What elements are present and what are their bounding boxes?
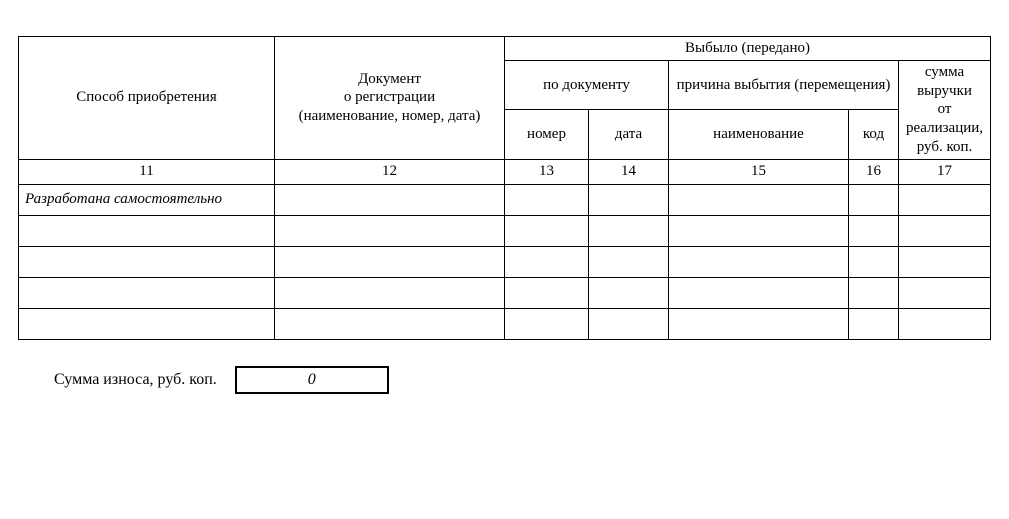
- cell: [899, 184, 991, 215]
- cell: [589, 246, 669, 277]
- header-by-document: по документу: [505, 60, 669, 109]
- depreciation-row: Сумма износа, руб. коп. 0: [18, 366, 991, 394]
- header-proceeds-line2: от реализации,: [906, 101, 983, 136]
- cell: [505, 308, 589, 339]
- cell: [589, 308, 669, 339]
- cell: [275, 246, 505, 277]
- header-proceeds-line3: руб. коп.: [917, 139, 973, 155]
- cell: [275, 184, 505, 215]
- table-row: [19, 215, 991, 246]
- cell: [275, 277, 505, 308]
- colnum-17: 17: [899, 159, 991, 184]
- header-acquisition-method: Способ приобретения: [19, 37, 275, 160]
- header-doc-line3: (наименование, номер, дата): [299, 108, 481, 124]
- cell: [849, 308, 899, 339]
- colnum-12: 12: [275, 159, 505, 184]
- colnum-15: 15: [669, 159, 849, 184]
- cell-acquisition: Разработана самостоятельно: [19, 184, 275, 215]
- cell: [849, 184, 899, 215]
- table-row: Разработана самостоятельно: [19, 184, 991, 215]
- cell: [275, 215, 505, 246]
- header-name: наименование: [669, 110, 849, 159]
- cell: [849, 215, 899, 246]
- colnum-13: 13: [505, 159, 589, 184]
- table-row: [19, 246, 991, 277]
- cell: [669, 246, 849, 277]
- header-reason: причина выбытия (перемещения): [669, 60, 899, 109]
- cell: [19, 246, 275, 277]
- cell: [669, 277, 849, 308]
- cell: [275, 308, 505, 339]
- colnum-16: 16: [849, 159, 899, 184]
- cell: [899, 215, 991, 246]
- document-sheet: Способ приобретения Документ о регистрац…: [0, 0, 1009, 394]
- cell: [505, 184, 589, 215]
- cell: [669, 184, 849, 215]
- cell: [899, 246, 991, 277]
- asset-table: Способ приобретения Документ о регистрац…: [18, 36, 991, 340]
- header-doc-line1: Документ: [358, 71, 421, 87]
- header-proceeds-line1: сумма выручки: [917, 64, 972, 99]
- cell: [19, 308, 275, 339]
- cell: [19, 215, 275, 246]
- cell: [589, 277, 669, 308]
- header-disposed-group: Выбыло (передано): [505, 37, 991, 61]
- table-row: [19, 277, 991, 308]
- cell: [589, 215, 669, 246]
- cell: [899, 277, 991, 308]
- table-row: [19, 308, 991, 339]
- header-proceeds: сумма выручки от реализации, руб. коп.: [899, 60, 991, 159]
- header-registration-document: Документ о регистрации (наименование, но…: [275, 37, 505, 160]
- cell: [505, 246, 589, 277]
- cell: [849, 277, 899, 308]
- depreciation-label: Сумма износа, руб. коп.: [54, 371, 217, 389]
- colnum-11: 11: [19, 159, 275, 184]
- cell: [849, 246, 899, 277]
- cell: [505, 277, 589, 308]
- cell: [505, 215, 589, 246]
- depreciation-value-box: 0: [235, 366, 389, 394]
- colnum-14: 14: [589, 159, 669, 184]
- depreciation-value: 0: [308, 371, 316, 389]
- cell: [669, 215, 849, 246]
- header-code: код: [849, 110, 899, 159]
- header-number: номер: [505, 110, 589, 159]
- header-doc-line2: о регистрации: [344, 89, 435, 105]
- header-date: дата: [589, 110, 669, 159]
- cell: [899, 308, 991, 339]
- cell: [589, 184, 669, 215]
- cell: [669, 308, 849, 339]
- cell: [19, 277, 275, 308]
